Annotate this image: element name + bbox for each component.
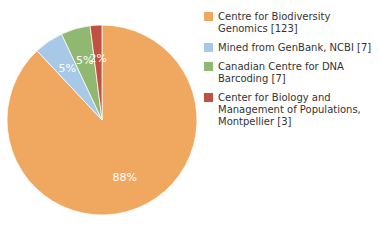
pie-slice: [7, 25, 197, 215]
legend: Centre for BiodiversityGenomics [123] Min…: [204, 11, 371, 127]
data-labels: 88%5%5%2%: [59, 52, 137, 184]
legend-label: Center for Biology andManagement of Popu…: [218, 92, 361, 127]
legend-label: Canadian Centre for DNABarcoding [7]: [218, 61, 344, 84]
legend-item: Centre for BiodiversityGenomics [123]: [204, 11, 331, 34]
legend-item: Canadian Centre for DNABarcoding [7]: [204, 61, 344, 84]
pie: [7, 25, 197, 215]
legend-label: Centre for BiodiversityGenomics [123]: [218, 11, 331, 34]
legend-swatch: [204, 12, 213, 21]
data-label: 2%: [89, 52, 106, 65]
chart: 88%5%5%2%Centre for BiodiversityGenomics…: [0, 0, 380, 240]
legend-label: Mined from GenBank, NCBI [7]: [218, 42, 371, 53]
legend-swatch: [204, 43, 213, 52]
legend-item: Mined from GenBank, NCBI [7]: [204, 42, 371, 53]
pie-slice: [90, 25, 102, 120]
legend-item: Center for Biology andManagement of Popu…: [204, 92, 361, 127]
data-label: 5%: [59, 62, 76, 75]
legend-swatch: [204, 62, 213, 71]
legend-swatch: [204, 93, 213, 102]
data-label: 88%: [113, 171, 137, 184]
